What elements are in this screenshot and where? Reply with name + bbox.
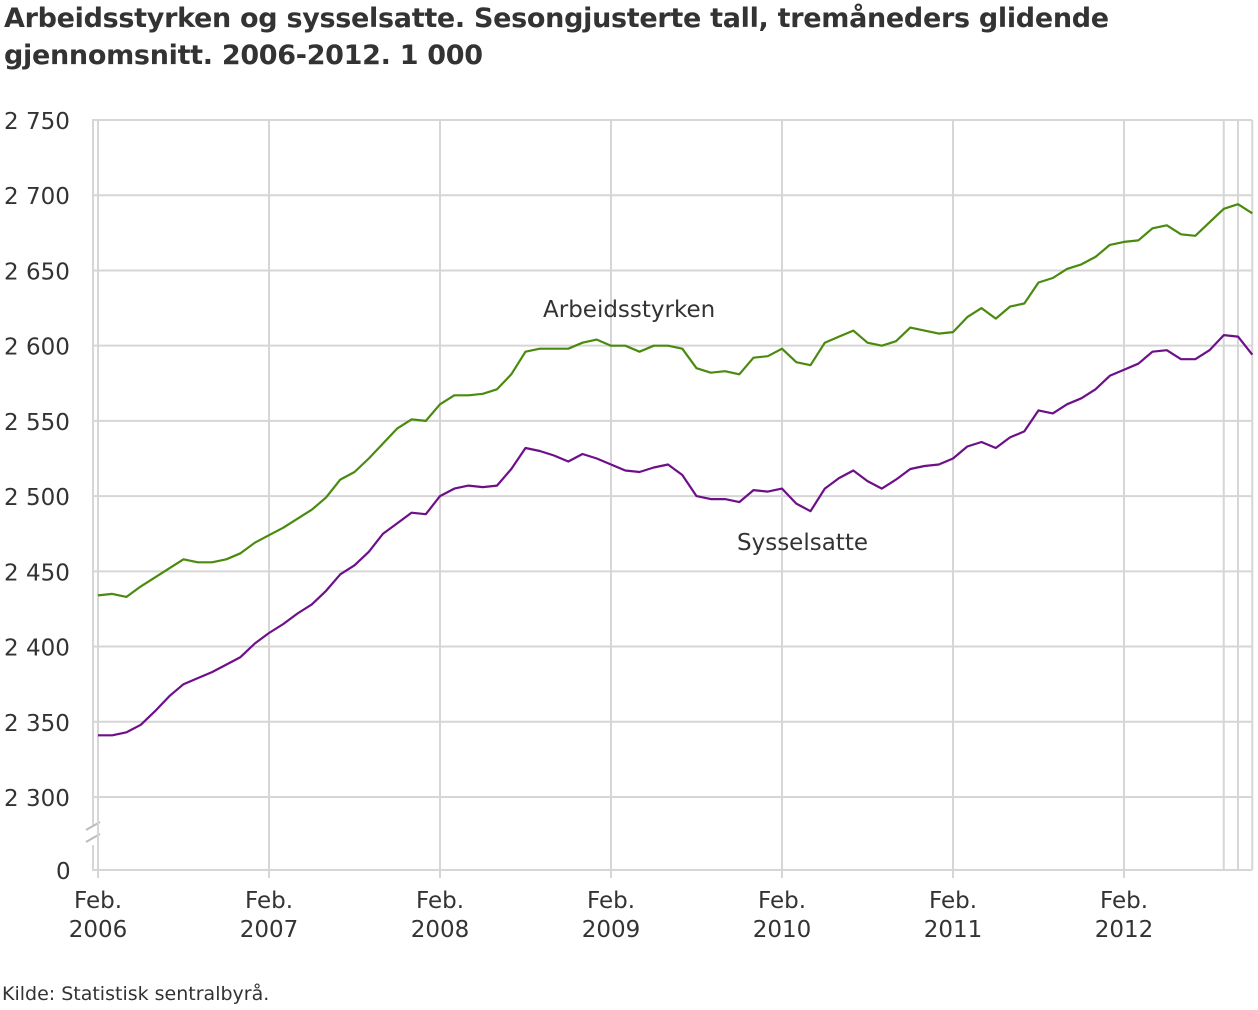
y-tick-label: 2 750 — [4, 109, 70, 135]
x-tick-label-year: 2011 — [924, 917, 983, 943]
y-tick-label: 2 550 — [4, 410, 70, 436]
y-tick-label: 2 350 — [4, 711, 70, 737]
series-label-sysselsatte: Sysselsatte — [737, 530, 868, 556]
x-tick-label-year: 2009 — [582, 917, 641, 943]
x-tick-label-year: 2007 — [240, 917, 299, 943]
y-tick-label-zero: 0 — [56, 859, 71, 885]
y-tick-label: 2 650 — [4, 259, 70, 285]
line-chart: 2 300 2 350 2 400 2 450 2 500 2 550 2 600 2 650… — [4, 109, 1254, 943]
source-note: Kilde: Statistisk sentralbyrå. — [2, 983, 270, 1005]
x-tick-label-month: Feb. — [929, 888, 977, 914]
x-tick-label-year: 2006 — [69, 917, 128, 943]
x-tick-label-month: Feb. — [1100, 888, 1148, 914]
y-tick-label: 2 600 — [4, 335, 70, 361]
x-tick-label-month: Feb. — [416, 888, 464, 914]
series-line-sysselsatte — [98, 334, 1254, 737]
y-tick-label: 2 450 — [4, 560, 70, 586]
x-tick-label-year: 2010 — [753, 917, 812, 943]
series-line-arbeidsstyrken — [97, 203, 1253, 598]
x-tick-label-year: 2008 — [411, 917, 470, 943]
chart-title: Arbeidsstyrken og sysselsatte. Sesongjus… — [4, 3, 1109, 71]
y-tick-label: 2 500 — [4, 485, 70, 511]
y-tick-label: 2 400 — [4, 636, 70, 662]
x-tick-label-year: 2012 — [1095, 917, 1154, 943]
x-tick-label-month: Feb. — [758, 888, 806, 914]
y-tick-label: 2 700 — [4, 184, 70, 210]
x-tick-label-month: Feb. — [74, 888, 122, 914]
x-tick-label-month: Feb. — [587, 888, 635, 914]
x-tick-label-month: Feb. — [245, 888, 293, 914]
series-label-arbeidsstyrken: Arbeidsstyrken — [543, 297, 715, 323]
y-tick-label: 2 300 — [4, 786, 70, 812]
